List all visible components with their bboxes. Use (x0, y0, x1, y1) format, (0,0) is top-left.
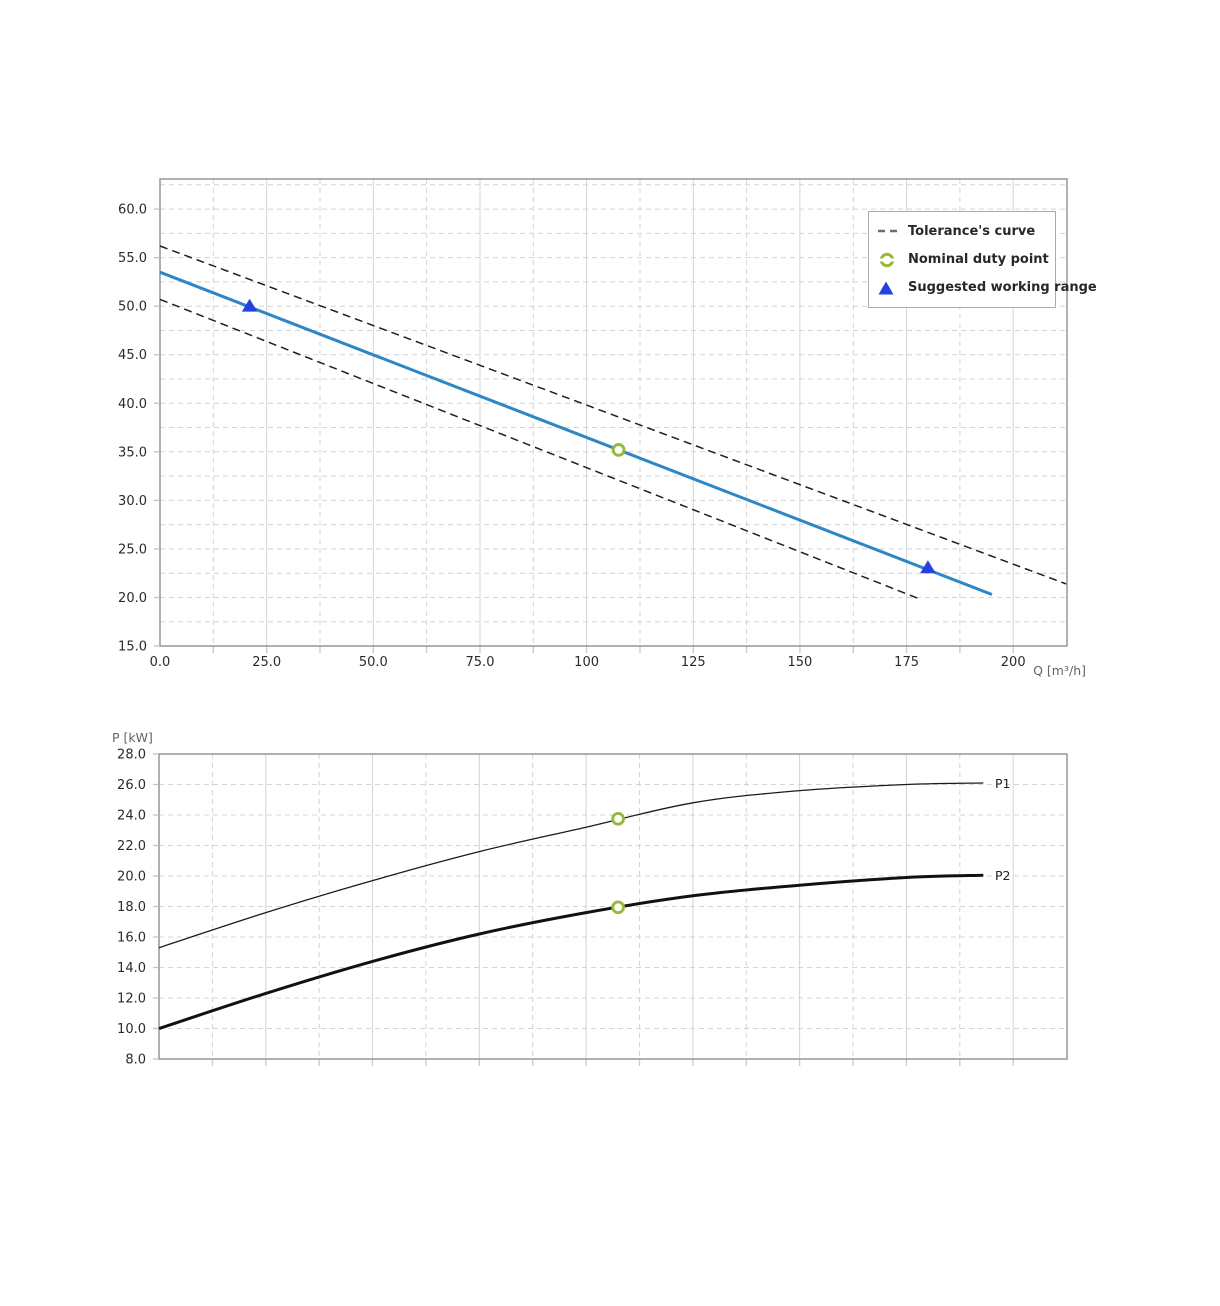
svg-text:55.0: 55.0 (118, 251, 147, 266)
svg-text:125: 125 (681, 655, 706, 670)
svg-text:22.0: 22.0 (117, 839, 146, 854)
svg-text:150: 150 (787, 655, 812, 670)
svg-text:75.0: 75.0 (466, 655, 495, 670)
legend-label-tolerance-curve: Tolerance's curve (908, 223, 1036, 239)
svg-text:28.0: 28.0 (117, 748, 146, 763)
legend-label-suggested-working-range: Suggested working range (908, 280, 1097, 296)
duty-point-icon (878, 251, 904, 269)
svg-text:0.0: 0.0 (150, 655, 171, 670)
p-axis-unit-label: P [kW] (112, 730, 153, 745)
svg-text:50.0: 50.0 (359, 655, 388, 670)
svg-text:16.0: 16.0 (117, 931, 146, 946)
p2-curve-label: P2 (995, 868, 1011, 883)
svg-text:200: 200 (1001, 655, 1026, 670)
dashed-line-icon (878, 228, 904, 234)
svg-text:14.0: 14.0 (117, 961, 146, 976)
svg-text:18.0: 18.0 (117, 900, 146, 915)
svg-text:8.0: 8.0 (125, 1053, 146, 1068)
svg-text:20.0: 20.0 (118, 591, 147, 606)
svg-text:20.0: 20.0 (117, 870, 146, 885)
svg-text:35.0: 35.0 (118, 445, 147, 460)
svg-text:40.0: 40.0 (118, 397, 147, 412)
svg-text:26.0: 26.0 (117, 778, 146, 793)
legend-item-nominal-duty-point: Nominal duty point (878, 247, 1049, 273)
triangle-icon (878, 281, 904, 295)
svg-text:30.0: 30.0 (118, 494, 147, 509)
svg-text:24.0: 24.0 (117, 809, 146, 824)
svg-text:60.0: 60.0 (118, 203, 147, 218)
svg-text:10.0: 10.0 (117, 1022, 146, 1037)
svg-text:25.0: 25.0 (118, 542, 147, 557)
p1-curve-label: P1 (995, 776, 1011, 791)
svg-text:12.0: 12.0 (117, 992, 146, 1007)
legend-label-nominal-duty-point: Nominal duty point (908, 252, 1049, 267)
legend-item-suggested-working-range: Suggested working range (878, 275, 1097, 301)
svg-text:50.0: 50.0 (118, 300, 147, 315)
svg-text:175: 175 (894, 655, 919, 670)
svg-text:45.0: 45.0 (118, 348, 147, 363)
q-axis-unit-label: Q [m³/h] (1033, 663, 1086, 678)
legend-item-tolerance-curve: Tolerance's curve (878, 218, 1047, 244)
svg-text:25.0: 25.0 (252, 655, 281, 670)
svg-text:15.0: 15.0 (118, 640, 147, 655)
svg-text:100: 100 (574, 655, 599, 670)
legend: Tolerance's curve Nominal duty point Sug… (868, 211, 1097, 308)
